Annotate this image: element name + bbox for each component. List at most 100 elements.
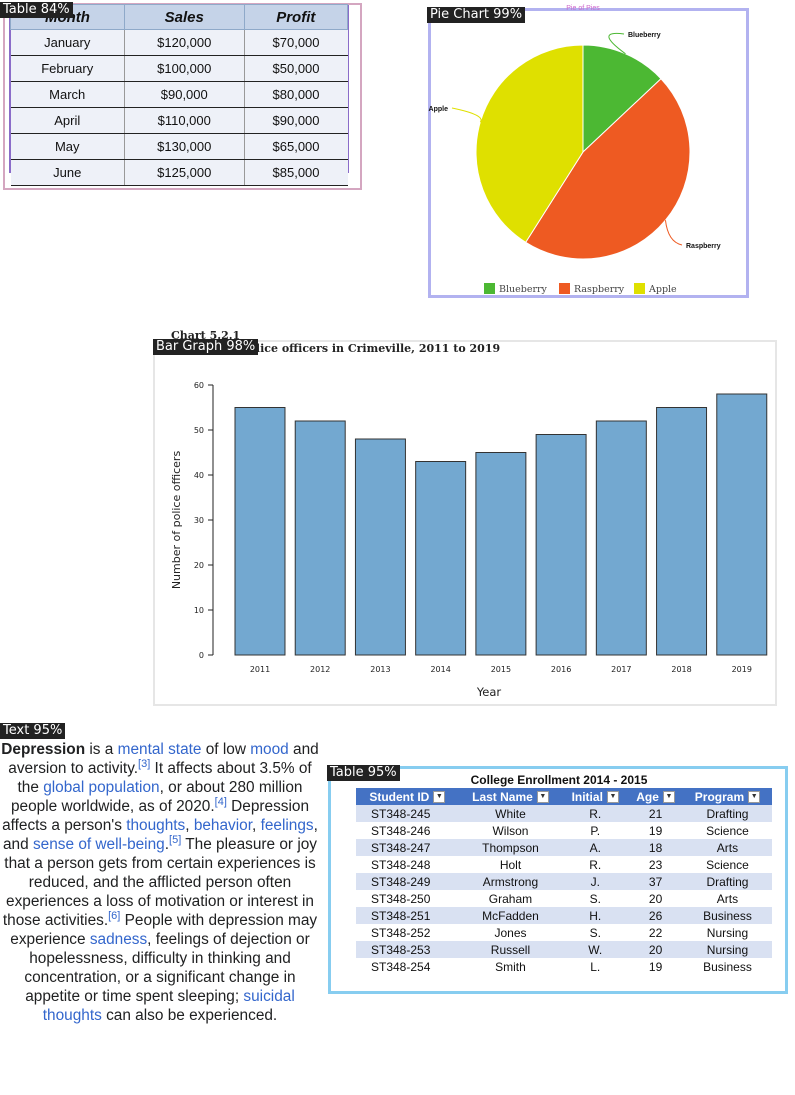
enroll-cell: ST348-250 xyxy=(356,890,459,907)
table1-detection-label: Table 84% xyxy=(0,2,73,18)
depression-paragraph: Depression is a mental state of low mood… xyxy=(0,740,320,1025)
bar-x-tick-label: 2013 xyxy=(370,665,390,674)
enroll-cell: Armstrong xyxy=(458,873,563,890)
enroll-header-label: Program xyxy=(694,789,745,804)
link-mental-state[interactable]: mental state xyxy=(117,741,202,758)
link-mood[interactable]: mood xyxy=(250,741,289,758)
filter-dropdown-icon[interactable]: ▼ xyxy=(748,791,761,804)
filter-dropdown-icon[interactable]: ▼ xyxy=(433,791,446,804)
pie-label-raspberry: Raspberry xyxy=(686,243,721,250)
bar-y-tick-label: 60 xyxy=(194,381,204,390)
enroll-cell: A. xyxy=(562,839,629,856)
sales-row: June $125,000 $85,000 xyxy=(10,159,348,186)
enroll-cell: Thompson xyxy=(458,839,563,856)
enroll-header[interactable]: Age ▼ xyxy=(628,788,683,805)
link-thoughts[interactable]: thoughts xyxy=(126,817,186,834)
enroll-cell: R. xyxy=(562,856,629,873)
text-span: . xyxy=(164,836,170,853)
enroll-row: ST348-252 Jones S. 22 Nursing xyxy=(356,924,772,941)
sales-cell: May xyxy=(10,133,125,160)
enroll-header-label: Last Name xyxy=(472,789,533,804)
bar-y-axis-label: Number of police officers xyxy=(170,451,183,590)
sales-cell: $130,000 xyxy=(124,133,245,160)
sales-header-sales: Sales xyxy=(123,4,245,30)
enroll-cell: ST348-248 xyxy=(356,856,459,873)
text-span: It affects about 3.5% of the xyxy=(17,760,312,796)
sales-cell: June xyxy=(10,159,125,186)
sales-cell: $80,000 xyxy=(244,81,348,108)
text-span: The pleasure or joy that a person gets f… xyxy=(2,836,317,929)
filter-dropdown-icon[interactable]: ▼ xyxy=(662,791,675,804)
pie-legend-label: Blueberry xyxy=(499,284,548,295)
bar-2017 xyxy=(595,420,647,656)
sales-cell: April xyxy=(10,107,125,134)
bar-y-tick-label: 10 xyxy=(194,606,204,615)
ref-4[interactable]: [4] xyxy=(214,795,227,808)
sales-table-container: Month Sales Profit January$120,000$70,00… xyxy=(10,4,349,186)
sales-row: May $130,000 $65,000 xyxy=(10,133,348,160)
enroll-header[interactable]: Student ID ▼ xyxy=(356,788,459,805)
enroll-cell: Russell xyxy=(458,941,563,958)
enroll-header[interactable]: Last Name ▼ xyxy=(458,788,563,805)
bar-detection-box xyxy=(153,340,777,706)
bar-x-tick-label: 2016 xyxy=(551,665,571,674)
sales-cell: $50,000 xyxy=(244,55,348,82)
bar-2015 xyxy=(475,452,527,656)
text-detection-label: Text 95% xyxy=(0,723,66,739)
pie-slice-blueberry xyxy=(582,44,662,154)
sales-cell: $85,000 xyxy=(244,159,348,186)
bar-x-tick-label: 2014 xyxy=(430,665,450,674)
enroll-header[interactable]: Program ▼ xyxy=(682,788,772,805)
bar-2013 xyxy=(354,438,406,656)
enroll-cell: Arts xyxy=(682,839,772,856)
enroll-cell: 18 xyxy=(628,839,683,856)
enroll-cell: P. xyxy=(562,822,629,839)
filter-dropdown-icon[interactable]: ▼ xyxy=(536,791,549,804)
sales-cell: January xyxy=(10,29,125,56)
sales-row: March $90,000 $80,000 xyxy=(10,81,348,108)
bar-title-line1: Chart 5.2.1 xyxy=(171,329,240,342)
ref-6[interactable]: [6] xyxy=(108,909,121,922)
text-span: and aversion to activity. xyxy=(8,741,319,777)
ref-5[interactable]: [5] xyxy=(169,833,182,846)
enroll-cell: ST348-246 xyxy=(356,822,459,839)
enroll-row: ST348-250 Graham S. 20 Arts xyxy=(356,890,772,907)
pie-leader-line xyxy=(608,32,626,55)
filter-dropdown-icon[interactable]: ▼ xyxy=(606,791,619,804)
link-suicidal-thoughts[interactable]: suicidal thoughts xyxy=(42,988,295,1024)
sales-row: January $120,000 $70,000 xyxy=(10,29,348,56)
enroll-cell: Business xyxy=(682,907,772,924)
link-global-population[interactable]: global population xyxy=(43,779,160,796)
link-sense-of-well-being[interactable]: sense of well-being xyxy=(32,836,165,853)
bar-2012 xyxy=(294,420,346,656)
enroll-row: ST348-251 McFadden H. 26 Business xyxy=(356,907,772,924)
text-span: , feelings of dejection or hopelessness,… xyxy=(24,931,310,1005)
enroll-row: ST348-254 Smith L. 19 Business xyxy=(356,958,772,975)
sales-header-profit: Profit xyxy=(243,4,349,30)
link-feelings[interactable]: feelings xyxy=(260,817,314,834)
bar-y-tick-label: 20 xyxy=(194,561,204,570)
sales-row: February $100,000 $50,000 xyxy=(10,55,348,82)
term-depression: Depression xyxy=(1,741,86,758)
enroll-cell: McFadden xyxy=(458,907,563,924)
enroll-cell: Wilson xyxy=(458,822,563,839)
ref-3[interactable]: [3] xyxy=(138,757,151,770)
enroll-cell: 22 xyxy=(628,924,683,941)
text-span: , xyxy=(252,817,261,834)
bar-y-tick-label: 0 xyxy=(199,651,204,660)
link-sadness[interactable]: sadness xyxy=(89,931,148,948)
text-span: can also be experienced. xyxy=(101,1007,278,1024)
enroll-header[interactable]: Initial ▼ xyxy=(562,788,629,805)
text-span: of low xyxy=(201,741,251,758)
bar-2016 xyxy=(535,434,587,656)
enroll-cell: 20 xyxy=(628,890,683,907)
text-span: Depression affects a person's xyxy=(2,798,309,834)
bar-x-axis-label: Year xyxy=(476,685,502,699)
text-span: People with depression may experience xyxy=(10,912,318,948)
enroll-row: ST348-246 Wilson P. 19 Science xyxy=(356,822,772,839)
link-behavior[interactable]: behavior xyxy=(193,817,253,834)
enrollment-title: College Enrollment 2014 - 2015 xyxy=(470,773,648,787)
pie-legend-swatch xyxy=(484,283,495,294)
enroll-row: ST348-248 Holt R. 23 Science xyxy=(356,856,772,873)
